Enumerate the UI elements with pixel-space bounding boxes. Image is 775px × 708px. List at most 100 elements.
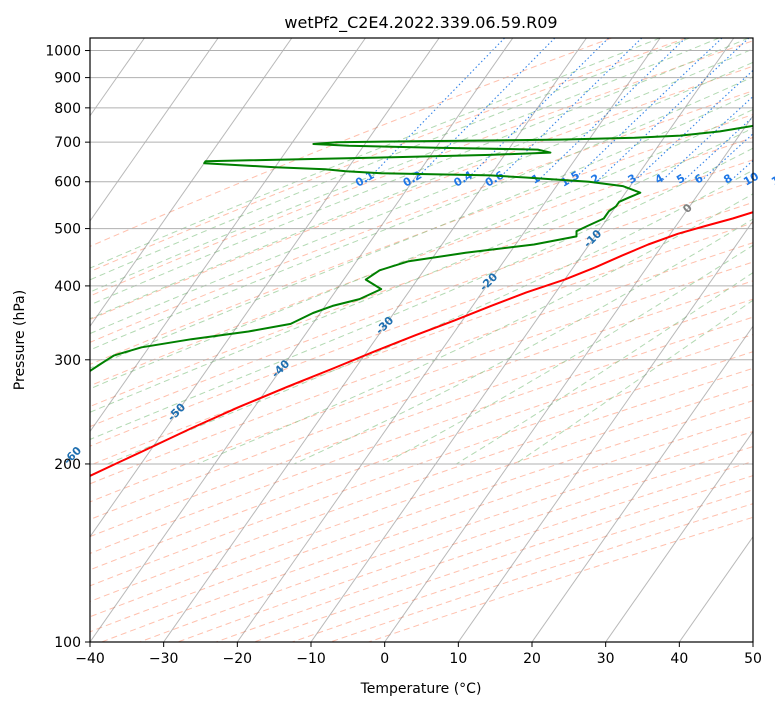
isotherm-line — [310, 38, 735, 642]
isotherm-line — [531, 325, 753, 642]
dry-adiabat-line — [90, 384, 753, 618]
moist-adiabat-line — [90, 48, 753, 320]
isotherm-line — [605, 430, 753, 642]
dry-adiabat-line — [90, 136, 753, 387]
isotherm-line — [457, 220, 753, 642]
mixing-ratio-line — [571, 38, 723, 183]
y-tick-label: 100 — [54, 635, 81, 651]
moist-adiabat-line — [90, 108, 753, 390]
x-tick-label: 50 — [744, 651, 762, 667]
mixing-ratio-line — [536, 38, 686, 183]
dry-adiabat-line — [368, 516, 753, 642]
isotherm-label: -40 — [269, 357, 292, 380]
dry-adiabat-line — [90, 114, 753, 365]
x-tick-label: 10 — [449, 651, 467, 667]
dry-adiabat-line — [139, 431, 753, 642]
mixing-ratio-line — [495, 38, 643, 183]
moist-adiabat-line — [90, 61, 753, 335]
y-tick-label: 900 — [54, 71, 81, 87]
y-axis-label: Pressure (hPa) — [12, 290, 28, 390]
x-tick-label: 40 — [670, 651, 688, 667]
dry-adiabat-line — [90, 280, 753, 521]
dry-adiabat-line — [90, 222, 753, 466]
isotherm-line — [90, 38, 440, 538]
isotherm-label: -20 — [477, 270, 500, 293]
dry-adiabat-line — [90, 159, 753, 408]
plot-frame — [89, 37, 754, 643]
chart-title: wetPf2_C2E4.2022.339.06.59.R09 — [284, 13, 557, 33]
moist-adiabat-line — [90, 147, 753, 440]
moist-adiabat-line — [383, 244, 753, 465]
x-axis-label: Temperature (°C) — [360, 681, 482, 697]
dry-adiabat-line — [90, 261, 753, 503]
dry-adiabat-line — [90, 334, 753, 571]
dry-adiabat-line — [90, 180, 753, 428]
moist-adiabat-line — [196, 193, 753, 465]
dry-adiabat-line — [90, 65, 753, 321]
x-tick-label: −10 — [296, 651, 326, 667]
moist-adiabat-line — [90, 38, 661, 269]
mixing-ratio-label: 0.6 — [483, 168, 507, 189]
isotherm-line — [90, 38, 366, 433]
x-tick-label: −20 — [223, 651, 253, 667]
moist-adiabat-line — [90, 38, 720, 293]
dry-adiabat-line — [90, 201, 753, 447]
x-tick-label: 0 — [380, 651, 389, 667]
isotherm-line — [752, 641, 753, 642]
isotherm-line — [90, 38, 514, 642]
y-tick-label: 400 — [54, 279, 81, 295]
y-axis: 100 200 300 400 500 600 700 800 900 1000 — [45, 44, 90, 651]
dry-adiabat-line — [90, 38, 687, 273]
dry-adiabat-line — [90, 90, 753, 343]
mixing-ratio-line — [596, 38, 750, 183]
isotherm-line — [90, 38, 219, 222]
mixing-ratio-label: 13 — [769, 170, 775, 189]
dry-adiabat-line — [90, 367, 753, 603]
isotherm-label: 0 — [680, 201, 695, 216]
x-axis: −40 −30 −20 −10 0 10 20 30 40 50 — [75, 642, 762, 667]
dry-adiabat-line — [292, 489, 753, 642]
mixing-ratio-label: 4 — [653, 171, 666, 186]
mixing-ratio-label: 0.4 — [452, 168, 476, 189]
x-tick-label: −30 — [149, 651, 179, 667]
dry-adiabat-line — [90, 38, 612, 247]
dry-adiabat-line — [90, 400, 753, 633]
y-tick-label: 700 — [54, 135, 81, 151]
moist-adiabat-line — [90, 76, 753, 351]
isotherm-line — [163, 38, 587, 642]
mixing-ratio-line — [681, 116, 753, 183]
moist-adiabat-line — [293, 218, 753, 465]
isotherm-label: -50 — [165, 400, 188, 423]
dry-adiabat-line — [90, 298, 753, 538]
mixing-ratio-line — [633, 69, 753, 183]
isotherm-label: -30 — [373, 314, 396, 337]
isotherm-line — [236, 38, 661, 642]
y-tick-label: 500 — [54, 222, 81, 238]
mixing-ratio-line — [700, 132, 753, 183]
y-tick-label: 200 — [54, 457, 81, 473]
moist-adiabat-line — [90, 91, 753, 369]
temperature-line — [90, 211, 753, 478]
y-tick-label: 300 — [54, 353, 81, 369]
mixing-ratio-line — [752, 180, 753, 183]
y-tick-label: 600 — [54, 175, 81, 191]
dry-adiabat-line — [90, 316, 753, 554]
x-tick-label: 30 — [597, 651, 615, 667]
isotherm-line — [0, 38, 71, 642]
isotherm-line — [384, 114, 753, 642]
isotherm-line — [678, 535, 753, 642]
mixing-ratio-label: 3 — [626, 172, 639, 187]
dewpoint-line — [90, 124, 753, 373]
y-tick-label: 1000 — [45, 44, 81, 60]
dry-adiabat-line — [330, 503, 753, 642]
dry-adiabat-line — [90, 242, 753, 485]
moist-adiabat-line — [90, 38, 690, 281]
x-tick-label: −40 — [75, 651, 105, 667]
y-tick-label: 800 — [54, 101, 81, 117]
mixing-ratio-labels: 0.10.20.40.611.523456810131620253036 — [353, 168, 775, 189]
mixing-ratio-line — [463, 38, 609, 183]
dry-adiabat-line — [90, 351, 753, 587]
x-tick-label: 20 — [523, 651, 541, 667]
moist-adiabat-line — [90, 127, 753, 413]
